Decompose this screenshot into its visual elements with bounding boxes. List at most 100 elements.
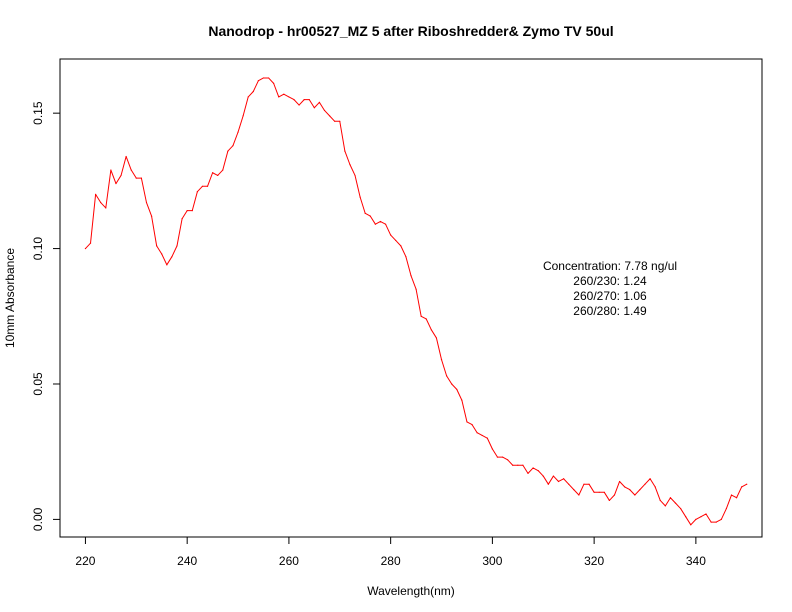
data-point xyxy=(629,489,631,491)
data-point xyxy=(273,82,275,84)
data-point xyxy=(624,486,626,488)
data-point xyxy=(308,99,310,101)
data-point xyxy=(349,164,351,166)
absorbance-series-line xyxy=(85,77,747,526)
data-point xyxy=(496,456,499,458)
y-tick-label: 0.05 xyxy=(31,372,45,396)
data-point xyxy=(690,524,692,526)
data-point xyxy=(329,115,331,117)
data-point xyxy=(527,472,529,474)
data-point xyxy=(186,210,188,212)
data-point xyxy=(466,421,468,423)
annotation-line: 260/230: 1.24 xyxy=(573,274,647,288)
data-point xyxy=(674,502,677,504)
data-point xyxy=(191,210,193,212)
data-point xyxy=(115,182,117,185)
data-point xyxy=(461,399,463,401)
data-point xyxy=(501,456,504,458)
data-point xyxy=(212,172,214,174)
data-point xyxy=(659,499,661,502)
data-point xyxy=(395,239,397,242)
data-point xyxy=(222,169,224,171)
data-point xyxy=(364,212,366,214)
x-tick-label: 280 xyxy=(381,554,401,568)
data-point xyxy=(369,215,371,217)
data-point xyxy=(405,256,407,258)
data-point xyxy=(318,101,321,103)
x-tick-label: 240 xyxy=(177,554,197,568)
data-point xyxy=(400,245,402,247)
data-point xyxy=(730,494,733,496)
y-tick-label: 0.00 xyxy=(31,507,45,531)
annotation-line: 260/280: 1.49 xyxy=(573,304,647,318)
data-point xyxy=(110,169,112,171)
data-point xyxy=(471,424,473,426)
x-tick-label: 320 xyxy=(584,554,604,568)
data-point xyxy=(247,96,249,98)
data-point xyxy=(176,245,178,247)
data-point xyxy=(278,96,280,98)
plot-frame xyxy=(59,58,763,538)
data-point xyxy=(171,256,173,258)
x-tick-label: 260 xyxy=(279,554,299,568)
data-point xyxy=(669,497,672,499)
data-point xyxy=(161,253,163,255)
data-point xyxy=(100,201,102,204)
data-point xyxy=(695,518,697,521)
x-axis-label: Wavelength(nm) xyxy=(367,584,455,598)
data-point xyxy=(374,223,376,225)
data-point xyxy=(323,109,326,112)
data-point xyxy=(578,494,580,496)
x-axis: 220 240 260 280 300 320 340 xyxy=(75,536,706,568)
data-point xyxy=(654,486,656,488)
data-point xyxy=(568,483,570,485)
data-point xyxy=(573,489,575,491)
data-point xyxy=(334,120,336,122)
data-point xyxy=(735,497,738,499)
data-point xyxy=(715,521,717,523)
data-point xyxy=(425,318,427,320)
annotation-line: Concentration: 7.78 ng/ul xyxy=(543,259,677,273)
data-point xyxy=(120,174,122,177)
x-tick-label: 340 xyxy=(686,554,706,568)
data-point xyxy=(639,489,641,491)
data-point xyxy=(150,215,153,217)
data-point xyxy=(588,483,590,485)
data-point xyxy=(298,104,300,106)
data-point xyxy=(644,483,646,485)
data-point xyxy=(507,459,509,461)
data-point xyxy=(435,337,438,339)
data-point xyxy=(618,480,621,483)
data-point xyxy=(89,242,92,244)
data-point xyxy=(741,486,743,488)
data-point xyxy=(440,359,443,361)
data-point xyxy=(156,245,158,247)
data-point xyxy=(130,169,132,171)
data-point xyxy=(557,480,560,483)
data-point xyxy=(267,77,270,79)
data-point xyxy=(166,264,168,266)
data-point xyxy=(583,483,585,485)
data-point xyxy=(430,329,432,331)
data-point xyxy=(384,223,387,225)
data-point xyxy=(476,432,478,434)
data-point xyxy=(181,218,183,220)
data-point xyxy=(486,437,488,439)
y-axis: 0.00 0.05 0.10 0.15 xyxy=(31,101,61,531)
y-tick-label: 0.10 xyxy=(31,237,45,261)
data-point xyxy=(303,99,305,101)
data-point xyxy=(532,467,534,469)
data-point xyxy=(593,491,595,493)
data-point xyxy=(237,131,239,133)
data-point xyxy=(293,99,295,101)
data-point xyxy=(685,516,687,518)
data-point xyxy=(420,315,422,317)
data-point xyxy=(481,434,483,437)
data-point xyxy=(700,516,702,518)
data-point xyxy=(125,155,127,158)
data-point xyxy=(547,483,549,485)
data-point xyxy=(705,513,707,515)
data-point xyxy=(451,383,453,385)
data-point xyxy=(217,174,219,177)
